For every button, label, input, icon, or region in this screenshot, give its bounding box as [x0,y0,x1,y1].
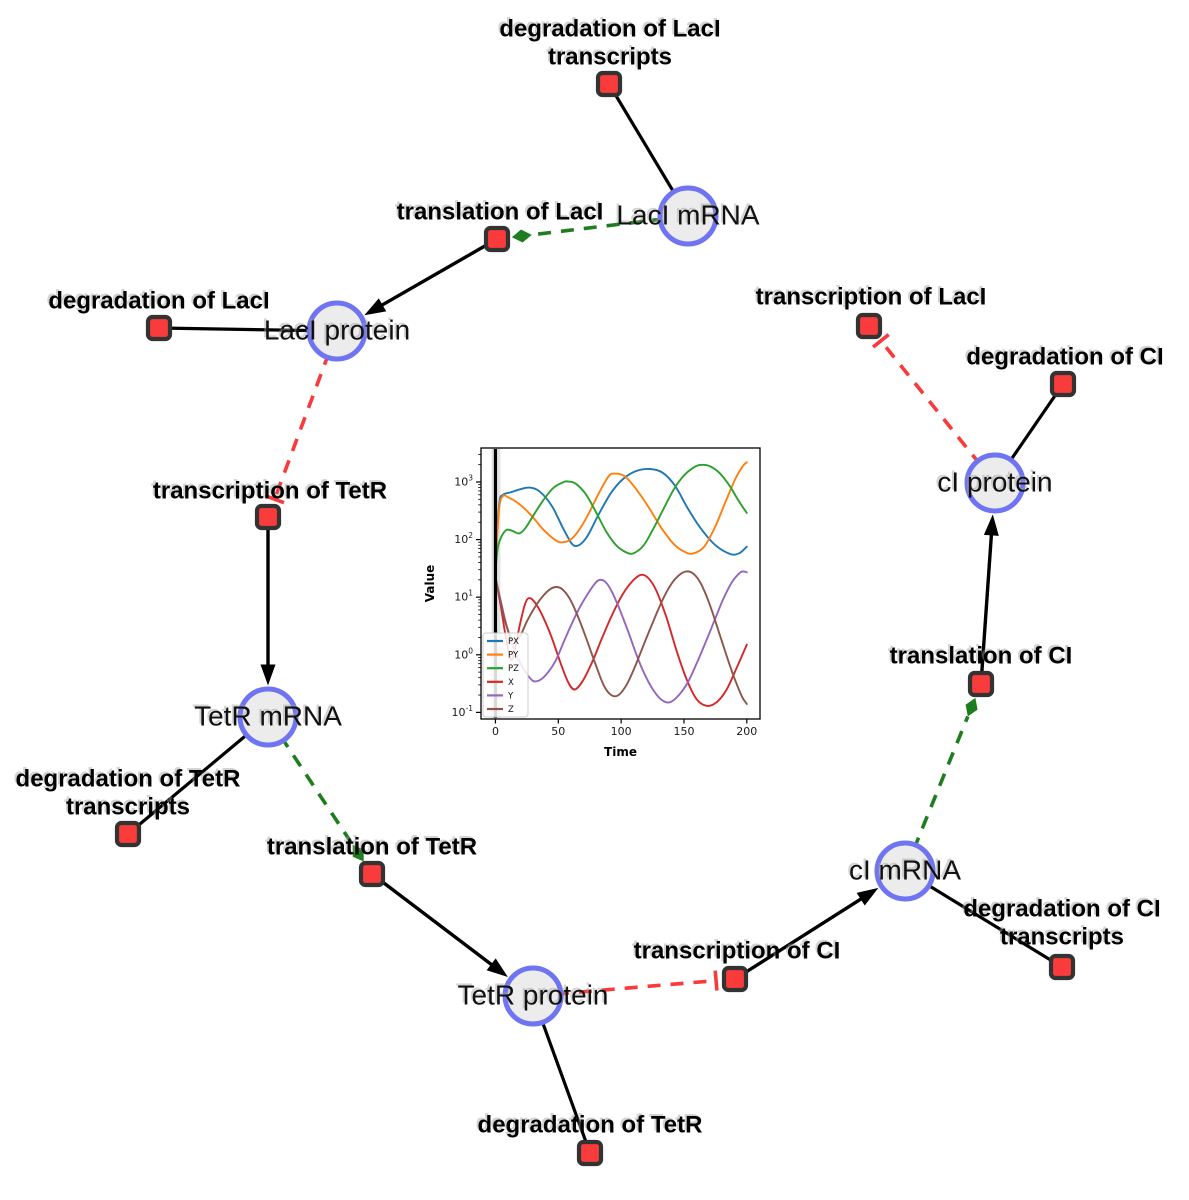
series-layer [494,461,748,707]
inhibition-tee-icon [871,333,890,349]
series-line-X [494,573,748,707]
series-line-PY [494,461,748,564]
ci_protein-label: cI protein [937,466,1052,497]
series-line-PZ [494,463,748,571]
reaction-node-deg_laci[interactable] [145,314,173,342]
deg_tetr_tx-label: transcripts [66,793,190,820]
modifier-diamond-icon [511,229,532,243]
reaction-node-transc_ci[interactable] [721,965,749,993]
deg_ci-label: degradation of CI [966,343,1163,370]
reaction-node-deg_laci_tx[interactable] [595,70,623,98]
y-tick-label: 102 [454,531,473,546]
tetr_mrna-label: TetR mRNA [194,700,342,731]
species-node-tetr_protein[interactable] [502,965,564,1027]
arrowhead-icon [856,887,879,906]
x-axis-label: Time [604,745,637,759]
transc_tetr-label: transcription of TetR [153,477,387,504]
reaction-node-deg_tetr[interactable] [576,1139,604,1167]
edge-ci_mrna-deg_ci_tx-consumption [904,869,1063,969]
deg_ci_tx-label: degradation of CI [963,895,1160,922]
edge-transl_laci-laci_protein-production [364,237,498,316]
x-tick-label: 50 [551,725,565,738]
deg_tetr-label: degradation of TetR [478,1111,703,1138]
legend-label-PY: PY [508,651,519,661]
series-line-PX [494,467,748,556]
x-tick-label: 100 [611,725,632,738]
transc_laci-label: transcription of LacI [756,283,987,310]
species-node-laci_protein[interactable] [306,300,368,362]
species-node-ci_mrna[interactable] [874,840,936,902]
y-tick-label: 101 [454,589,473,604]
series-line-Y [494,570,748,704]
edge-tetr_protein-transc_ci-inhibition [532,970,719,998]
legend-label-PZ: PZ [508,664,519,674]
species-node-tetr_mrna[interactable] [237,686,299,748]
legend-label-Y: Y [507,691,514,701]
transc_ci-label: transcription of CI [634,937,841,964]
ci_mrna-label: cI mRNA [849,854,961,885]
reaction-node-transl_ci[interactable] [967,670,995,698]
species-node-laci_mrna[interactable] [657,185,719,247]
inhibition-tee-icon [713,970,719,991]
edge-transl_ci-ci_protein-production [979,514,999,685]
legend-label-Z: Z [508,705,514,715]
edge-transl_tetr-tetr_protein-production [370,872,508,977]
nodes-layer [114,70,1077,1167]
y-tick-label: 100 [454,646,473,661]
y-tick-label: 10-1 [452,704,474,719]
ticks-layer: 0 50 100 150 200 10-1 100 101 102 103 [452,454,757,738]
chart-legend: PX PY PZ XYZ [482,632,529,718]
y-axis-label: Value [423,565,437,603]
y-tick-label: 103 [454,473,473,488]
modifier-diamond-icon [352,844,364,862]
legend-label-PX: PX [508,637,519,647]
deg_laci_tx-label: transcripts [548,43,672,70]
legend-label-X: X [508,678,514,688]
transl_ci-label: translation of CI [890,642,1073,669]
reaction-node-deg_tetr_tx[interactable] [114,820,142,848]
inhibition-tee-icon [264,494,285,505]
transl_laci-label: translation of LacI [397,198,604,225]
species-node-ci_protein[interactable] [964,452,1026,514]
labels-layer: degradation of LacItranscriptstranslatio… [16,15,1164,1138]
laci_mrna-label: LacI mRNA [616,199,759,230]
timeseries-chart: 0 50 100 150 20010-1100101102103TimeValuePXP… [423,447,761,759]
x-tick-label: 150 [673,725,694,738]
x-tick-label: 0 [492,725,499,738]
reaction-node-deg_ci_tx[interactable] [1048,953,1076,981]
reaction-node-transl_laci[interactable] [483,225,511,253]
x-tick-label: 200 [736,725,757,738]
arrowhead-icon [486,958,508,977]
modifier-diamond-icon [965,697,978,717]
deg_ci_tx-label: transcripts [1000,923,1124,950]
arrowhead-icon [983,514,999,536]
arrowhead-icon [364,298,387,316]
transl_tetr-label: translation of TetR [267,833,477,860]
edge-transc_ci-ci_mrna-production [734,887,879,981]
series-line-Z [494,570,748,705]
deg_tetr_tx-label: degradation of TetR [16,765,241,792]
edge-transc_tetr-tetr_mrna-production [260,517,276,686]
reaction-node-transc_laci[interactable] [855,312,883,340]
reaction-node-transl_tetr[interactable] [358,860,386,888]
tetr_protein-label: TetR protein [458,979,609,1010]
reaction-node-transc_tetr[interactable] [254,503,282,531]
reaction-node-deg_ci[interactable] [1049,370,1077,398]
arrowhead-icon [260,664,276,686]
axes-box [480,447,761,720]
deg_laci-label: degradation of LacI [48,287,269,314]
laci_protein-label: LacI protein [264,314,410,345]
deg_laci_tx-label: degradation of LacI [499,15,720,42]
